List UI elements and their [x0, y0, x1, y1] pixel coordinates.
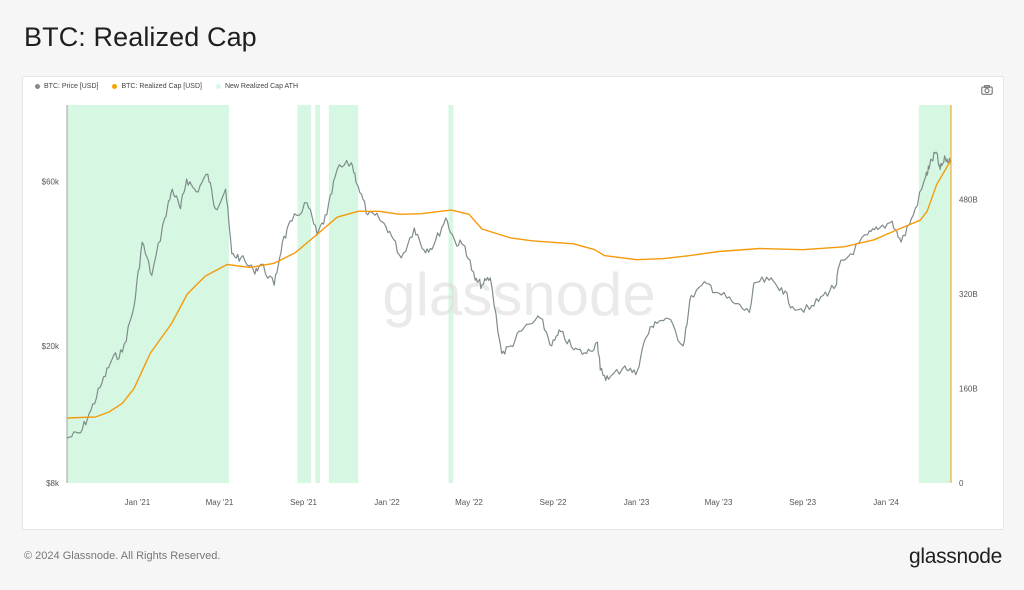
x-tick-3: Jan '22 [374, 498, 400, 507]
y-tick-right-3: 480B [959, 196, 978, 205]
x-tick-9: Jan '24 [873, 498, 899, 507]
ath-band-2 [315, 105, 320, 483]
y-tick-right-1: 160B [959, 385, 978, 394]
x-tick-1: May '21 [206, 498, 234, 507]
camera-icon[interactable] [981, 85, 993, 95]
chart-card: BTC: Price [USD] BTC: Realized Cap [USD]… [22, 76, 1004, 530]
y-tick-right-2: 320B [959, 290, 978, 299]
glassnode-logo: glassnode [908, 545, 1002, 568]
legend-label-realized-cap: BTC: Realized Cap [USD] [121, 83, 202, 90]
chart-area: glassnode $8k $20k $60k 0 160B 320B 480B Jan '21… [42, 105, 978, 507]
y-tick-left-1: $20k [42, 342, 60, 351]
y-tick-right-0: 0 [959, 479, 964, 488]
legend-dot-price [35, 84, 40, 89]
ath-band-1 [297, 105, 312, 483]
x-tick-0: Jan '21 [125, 498, 151, 507]
watermark: glassnode [382, 261, 656, 328]
ath-band-3 [328, 105, 359, 483]
x-tick-4: May '22 [455, 498, 483, 507]
copyright-text: © 2024 Glassnode. All Rights Reserved. [24, 550, 221, 562]
y-tick-left-2: $60k [42, 177, 60, 186]
x-tick-6: Jan '23 [624, 498, 650, 507]
x-tick-2: Sep '21 [290, 498, 317, 507]
page-title: BTC: Realized Cap [24, 22, 257, 52]
legend: BTC: Price [USD] BTC: Realized Cap [USD]… [35, 83, 298, 90]
legend-item-price[interactable]: BTC: Price [USD] [35, 83, 98, 90]
legend-item-ath[interactable]: New Realized Cap ATH [215, 83, 298, 90]
legend-dot-realized-cap [112, 84, 118, 89]
legend-item-realized-cap[interactable]: BTC: Realized Cap [USD] [112, 83, 202, 90]
y-tick-left-0: $8k [46, 479, 60, 488]
x-tick-7: May '23 [705, 498, 733, 507]
x-tick-5: Sep '22 [540, 498, 567, 507]
x-tick-8: Sep '23 [789, 498, 816, 507]
ath-band-0 [67, 105, 230, 483]
series-line-price [66, 151, 951, 439]
series-line-realized-cap [66, 160, 951, 419]
legend-dot-ath [215, 84, 221, 89]
legend-label-ath: New Realized Cap ATH [224, 83, 298, 90]
legend-label-price: BTC: Price [USD] [44, 83, 99, 90]
ath-band-4 [448, 105, 454, 483]
